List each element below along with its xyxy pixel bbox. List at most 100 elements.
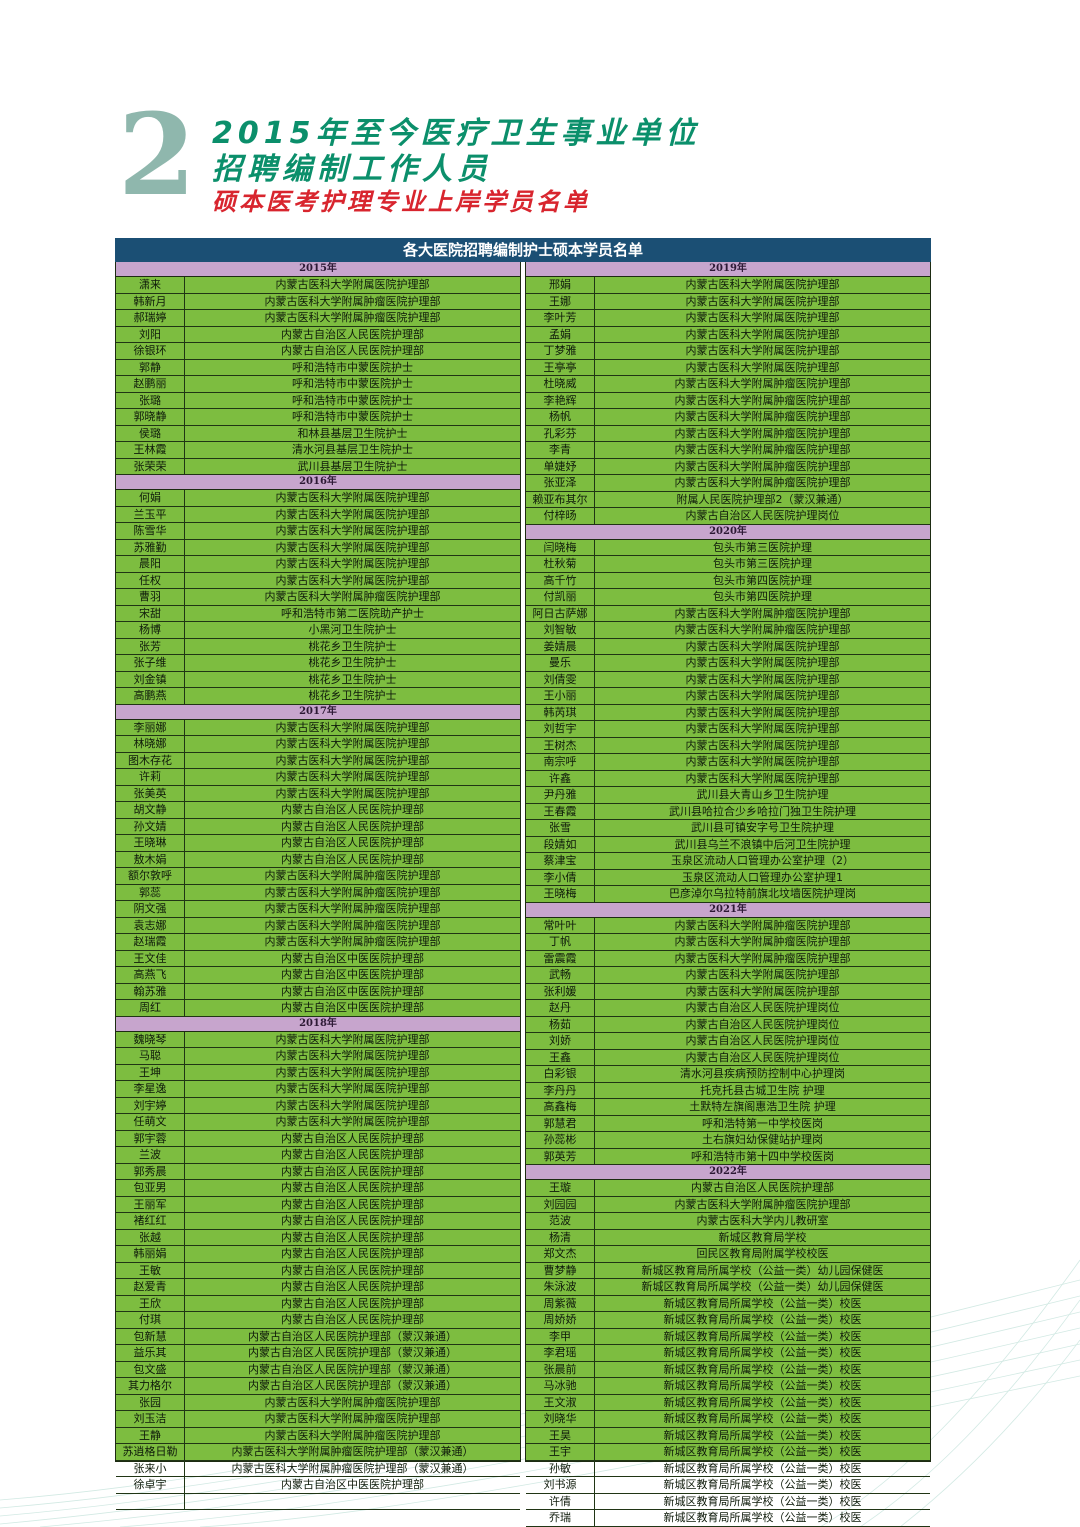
- student-name: 王坤: [116, 1064, 185, 1080]
- student-name: 徐银环: [116, 343, 185, 359]
- table-row: 任萌文 内蒙古医科大学附属医院护理部: [116, 1114, 520, 1131]
- student-name: 高鑫梅: [526, 1099, 595, 1115]
- table-row: 兰玉平 内蒙古医科大学附属医院护理部: [116, 506, 520, 523]
- employer-position: 内蒙古医科大学附属医院护理部: [685, 278, 840, 291]
- table-row: 王宇 新城区教育局所属学校（公益一类）校医: [526, 1444, 930, 1461]
- employer-position: 小黑河卫生院护士: [308, 623, 397, 636]
- table-row: 马聪 内蒙古医科大学附属医院护理部: [116, 1048, 520, 1065]
- table-row: 晨阳 内蒙古医科大学附属医院护理部: [116, 556, 520, 573]
- student-name: 王欣: [116, 1295, 185, 1311]
- table-row: 郭秀晨 内蒙古自治区人民医院护理部: [116, 1163, 520, 1180]
- student-name: 单婕妤: [526, 458, 595, 474]
- table-row: 李叶芳 内蒙古医科大学附属医院护理部: [526, 310, 930, 327]
- employer-position: 内蒙古自治区人民医院护理岗位: [685, 509, 840, 522]
- employer-position: 内蒙古医科大学附属医院护理部: [275, 524, 430, 537]
- table-row: 包新慧 内蒙古自治区人民医院护理部（蒙汉兼通）: [116, 1328, 520, 1345]
- employer-position: 呼和浩特市中蒙医院护士: [292, 393, 413, 407]
- student-name: 包新慧: [116, 1328, 185, 1344]
- year-header: 2015年: [116, 262, 520, 277]
- student-name: 韩芮琪: [526, 704, 595, 720]
- table-row: 赵鹏丽 呼和浩特市中蒙医院护士: [116, 376, 520, 393]
- table-row: 张荣荣 武川县基层卫生院护士: [116, 458, 520, 475]
- table-row: 孙蕊彬 土右旗妇幼保健站护理岗: [526, 1132, 930, 1149]
- student-name: 杨帆: [526, 409, 595, 425]
- employer-position: 土默特左旗阁惠浩卫生院 护理: [689, 1100, 836, 1113]
- table-row: 曼乐 内蒙古医科大学附属医院护理部: [526, 655, 930, 672]
- table-row: 张晨前 新城区教育局所属学校（公益一类）校医: [526, 1361, 930, 1378]
- year-header: 2022年: [526, 1165, 930, 1180]
- student-name: 郭蕊: [116, 884, 185, 900]
- employer-position: 内蒙古医科大学附属肿瘤医院护理部: [264, 1428, 441, 1442]
- student-name: 额尔敦呼: [116, 868, 185, 884]
- employer-position: 内蒙古自治区中医医院护理部: [281, 968, 424, 981]
- subtitle-line: 硕本医考护理专业上岸学员名单: [212, 188, 590, 216]
- employer-position: 内蒙古自治区人民医院护理部: [281, 819, 424, 833]
- student-name: 张晨前: [526, 1361, 595, 1377]
- student-name: 丁帆: [526, 934, 595, 950]
- employer-position: [185, 1494, 520, 1510]
- employer-position: 武川县大青山乡卫生院护理: [696, 788, 829, 801]
- table-row: 王鑫 内蒙古自治区人民医院护理岗位: [526, 1049, 930, 1066]
- table-row: 赵瑞霞 内蒙古医科大学附属肿瘤医院护理部: [116, 934, 520, 951]
- table-row: 任权 内蒙古医科大学附属医院护理部: [116, 572, 520, 589]
- table-row: 刘智敏 内蒙古医科大学附属肿瘤医院护理部: [526, 622, 930, 639]
- employer-position: 新城区教育局所属学校（公益一类）校医: [663, 1412, 862, 1425]
- employer-position: 内蒙古自治区人民医院护理部（蒙汉兼通）: [248, 1346, 457, 1359]
- table-row: 郭英芳 呼和浩特市第十四中学校医岗: [526, 1148, 930, 1165]
- employer-position: 内蒙古自治区人民医院护理部: [281, 344, 424, 357]
- employer-position: 内蒙古医科大学附属医院护理部: [275, 786, 430, 800]
- employer-position: 内蒙古医科大学附属医院护理部: [275, 720, 430, 734]
- employer-position: 内蒙古自治区人民医院护理岗位: [685, 1034, 840, 1047]
- table-row: 王璇 内蒙古自治区人民医院护理部: [526, 1180, 930, 1197]
- employer-position: 托克托县古城卫生院 护理: [700, 1083, 825, 1097]
- table-row: 刘书源 新城区教育局所属学校（公益一类）校医: [526, 1477, 930, 1494]
- table-title: 各大医院招聘编制护士硕本学员名单: [115, 238, 931, 262]
- student-name: 武畅: [526, 967, 595, 983]
- employer-position: 清水河县基层卫生院护士: [292, 443, 413, 456]
- student-name: 常叶叶: [526, 917, 595, 933]
- employer-position: 包头市第三医院护理: [713, 540, 812, 554]
- table-row: 胡文静 内蒙古自治区人民医院护理部: [116, 802, 520, 819]
- table-row: 武畅 内蒙古医科大学附属医院护理部: [526, 967, 930, 984]
- employer-position: 内蒙古医科大学附属医院护理部: [685, 360, 840, 374]
- employer-position: 内蒙古医科大学附属医院护理部: [685, 344, 840, 357]
- student-name: 张越: [116, 1229, 185, 1245]
- table-row: 王晓梅 巴彦淖尔乌拉特前旗北坟墙医院护理岗: [526, 886, 930, 903]
- employer-position: 包头市第四医院护理: [713, 590, 812, 603]
- employer-position: 内蒙古医科大学附属医院护理部: [275, 573, 430, 587]
- table-row: 韩芮琪 内蒙古医科大学附属医院护理部: [526, 704, 930, 721]
- student-name: 袁志娜: [116, 917, 185, 933]
- employer-position: 内蒙古医科大学附属肿瘤医院护理部: [264, 1395, 441, 1409]
- table-row: 李丹丹 托克托县古城卫生院 护理: [526, 1082, 930, 1099]
- student-name: 阿日古萨娜: [526, 605, 595, 621]
- student-name: 张芳: [116, 638, 185, 654]
- year-header: 2018年: [116, 1016, 520, 1032]
- employer-position: 内蒙古医科大学附属医院护理部: [275, 491, 430, 504]
- employer-position: 内蒙古自治区人民医院护理部: [281, 852, 424, 866]
- employer-position: 新城区教育局所属学校（公益一类）校医: [663, 1329, 862, 1343]
- employer-position: 新城区教育局所属学校（公益一类）校医: [663, 1296, 862, 1310]
- student-name: 王娜: [526, 293, 595, 309]
- table-row: 王欣 内蒙古自治区人民医院护理部: [116, 1295, 520, 1312]
- employer-position: 内蒙古医科大学附属医院护理部: [275, 278, 430, 291]
- student-name: 刘玉洁: [116, 1411, 185, 1427]
- table-row: 王娜 内蒙古医科大学附属医院护理部: [526, 293, 930, 310]
- employer-position: 内蒙古医科大学附属医院护理部: [685, 968, 840, 981]
- table-row: 陈雪华 内蒙古医科大学附属医院护理部: [116, 523, 520, 540]
- student-name: 蔡津宝: [526, 853, 595, 869]
- student-name: 周娇娇: [526, 1312, 595, 1328]
- table-row: 兰波 内蒙古自治区人民医院护理部: [116, 1147, 520, 1164]
- student-name: 郭秀晨: [116, 1163, 185, 1179]
- student-name: 付凯丽: [526, 589, 595, 605]
- employer-position: 内蒙古自治区人民医院护理部: [281, 1230, 424, 1244]
- table-row: 图木存花 内蒙古医科大学附属医院护理部: [116, 752, 520, 769]
- table-row: 张越 内蒙古自治区人民医院护理部: [116, 1229, 520, 1246]
- table-row: 常叶叶 内蒙古医科大学附属肿瘤医院护理部: [526, 917, 930, 934]
- table-row: 周红 内蒙古自治区中医医院护理部: [116, 1000, 520, 1017]
- student-name: 韩丽娟: [116, 1246, 185, 1262]
- employer-position: 内蒙古医科大学附属肿瘤医院护理部: [264, 918, 441, 932]
- employer-position: 内蒙古医科大学附属医院护理部: [685, 294, 840, 308]
- section-number: 2: [118, 90, 196, 221]
- table-row: 刘倩雯 内蒙古医科大学附属医院护理部: [526, 671, 930, 688]
- employer-position: 内蒙古医科大学附属肿瘤医院护理部（蒙汉兼通）: [231, 1461, 474, 1475]
